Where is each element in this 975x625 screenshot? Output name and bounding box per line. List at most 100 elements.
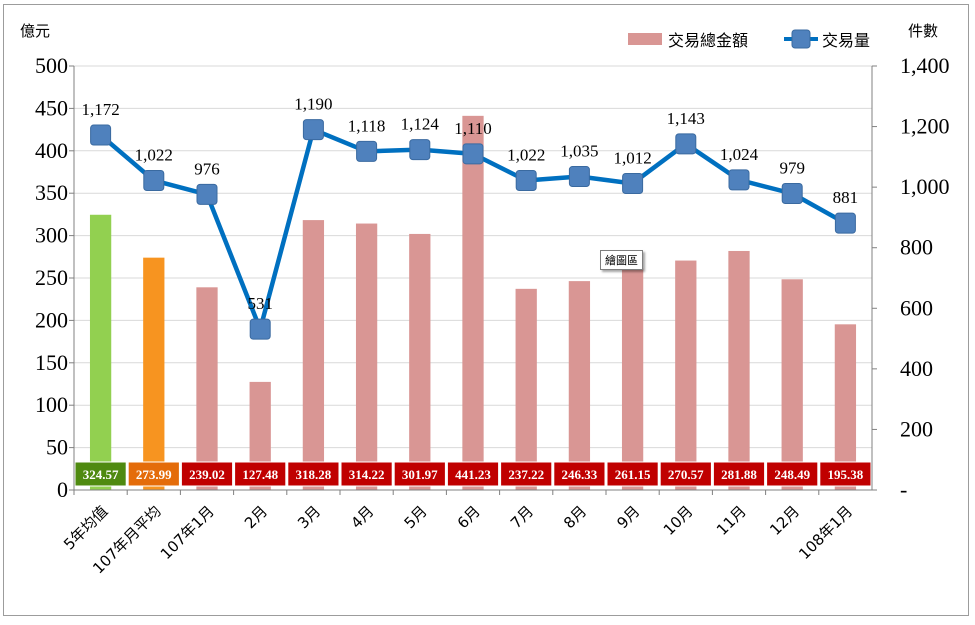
bar-value-label: 324.57	[83, 467, 119, 482]
line-marker	[90, 124, 112, 146]
line-value-label: 1,110	[454, 119, 492, 138]
y-right-tick-label: 400	[900, 356, 933, 381]
line-value-label: 1,024	[720, 145, 759, 164]
bar	[409, 233, 431, 490]
bar-value-box	[712, 461, 766, 487]
x-tick-label: 9月	[613, 502, 643, 532]
x-tick-label: 4月	[347, 502, 377, 532]
x-tick-label: 11月	[713, 502, 750, 539]
bar-value-box	[180, 461, 234, 487]
bar-value-box	[393, 461, 446, 487]
bar-value-box	[340, 461, 393, 487]
line-value-label: 881	[833, 188, 859, 207]
bar-value-label: 239.02	[189, 467, 225, 482]
bar	[143, 257, 165, 490]
line-value-label: 1,012	[613, 149, 651, 168]
axes: 0 50 100 150 200 250 300 350 400 450 500 - 200 400 600…	[35, 53, 950, 578]
bar-value-label: 273.99	[136, 467, 172, 482]
bar-value-box	[606, 461, 659, 487]
bar-value-label: 248.49	[774, 467, 810, 482]
line-marker	[302, 119, 324, 141]
line-value-label: 531	[247, 294, 273, 313]
x-tick-label: 2月	[241, 502, 271, 532]
line-value-label: 1,022	[135, 145, 173, 164]
y-left-tick-label: 450	[35, 95, 68, 120]
bar	[568, 281, 591, 490]
y-right-tick-label: 600	[900, 295, 933, 320]
bar-value-box	[500, 461, 553, 487]
line-marker	[462, 143, 484, 165]
x-tick-label: 7月	[507, 502, 537, 532]
line-value-label: 1,035	[560, 142, 598, 161]
line-value-label: 1,022	[507, 145, 545, 164]
bar	[462, 115, 484, 490]
y-right-tick-label: -	[900, 477, 907, 502]
bar	[781, 279, 803, 490]
y-left-tick-label: 100	[35, 392, 68, 417]
y-left-tick-label: 0	[57, 477, 68, 502]
bar-value-box	[819, 461, 872, 487]
bar-value-box	[234, 461, 287, 487]
bar	[515, 288, 537, 490]
line-value-label: 976	[194, 159, 220, 178]
x-tick-label: 5月	[401, 502, 431, 532]
line-marker	[675, 133, 697, 155]
line-value-label: 1,190	[294, 95, 332, 114]
line-value-label: 1,143	[667, 109, 705, 128]
bar-value-label: 441.23	[455, 467, 491, 482]
y-right-tick-label: 1,000	[900, 174, 950, 199]
bar-value-label: 270.57	[668, 467, 704, 482]
y-right-tick-label: 800	[900, 235, 933, 260]
bar-value-label: 127.48	[242, 467, 278, 482]
line-marker	[834, 212, 856, 234]
line-marker	[409, 139, 431, 161]
line-marker	[781, 183, 803, 205]
legend-swatch-marker	[791, 29, 811, 49]
bar-value-label: 195.38	[828, 467, 864, 482]
line-marker	[568, 166, 590, 188]
bar	[302, 220, 325, 490]
y-left-tick-label: 500	[35, 53, 68, 78]
x-tick-label: 10月	[660, 502, 697, 539]
bar-value-box	[127, 461, 180, 487]
legend: 交易總金額 交易量	[628, 29, 870, 50]
y-left-tick-label: 200	[35, 307, 68, 332]
bar-value-box	[766, 461, 819, 487]
line-marker	[356, 140, 378, 162]
bar-value-box	[553, 461, 606, 487]
legend-label-line: 交易量	[822, 31, 870, 50]
line-value-label: 979	[779, 159, 805, 178]
y-left-tick-label: 350	[35, 180, 68, 205]
x-tick-label: 107年1月	[157, 502, 218, 563]
bar-value-label: 281.88	[721, 467, 757, 482]
x-tick-label: 3月	[294, 502, 324, 532]
line-value-label: 1,118	[348, 116, 386, 135]
line-marker	[728, 169, 750, 191]
bar-value-box	[74, 461, 127, 487]
line-marker	[249, 318, 271, 340]
bar	[621, 268, 644, 490]
data-labels: 324.57 273.99 239.02 127.48 318.28 314.22 301.…	[74, 95, 872, 487]
bar-series	[89, 115, 857, 490]
bar	[728, 250, 750, 490]
bar-value-box	[659, 461, 712, 487]
y-left-tick-label: 400	[35, 138, 68, 163]
y-left-unit: 億元	[20, 22, 50, 40]
line-value-label: 1,172	[81, 100, 119, 119]
x-tick-label: 8月	[560, 502, 590, 532]
y-right-unit: 件數	[908, 22, 938, 40]
y-left-tick-label: 150	[35, 350, 68, 375]
bar-value-label: 301.97	[402, 467, 438, 482]
bar-value-label: 261.15	[615, 467, 651, 482]
bar-value-label: 237.22	[508, 467, 544, 482]
y-left-tick-label: 250	[35, 265, 68, 290]
bar-value-box	[287, 461, 340, 487]
line-marker	[622, 173, 644, 195]
y-right-tick-label: 200	[900, 416, 933, 441]
x-tick-label: 6月	[454, 502, 484, 532]
bar-value-label: 318.28	[296, 467, 332, 482]
bar-value-label: 314.22	[349, 467, 385, 482]
y-right-tick-label: 1,400	[900, 53, 950, 78]
bar	[355, 223, 378, 490]
